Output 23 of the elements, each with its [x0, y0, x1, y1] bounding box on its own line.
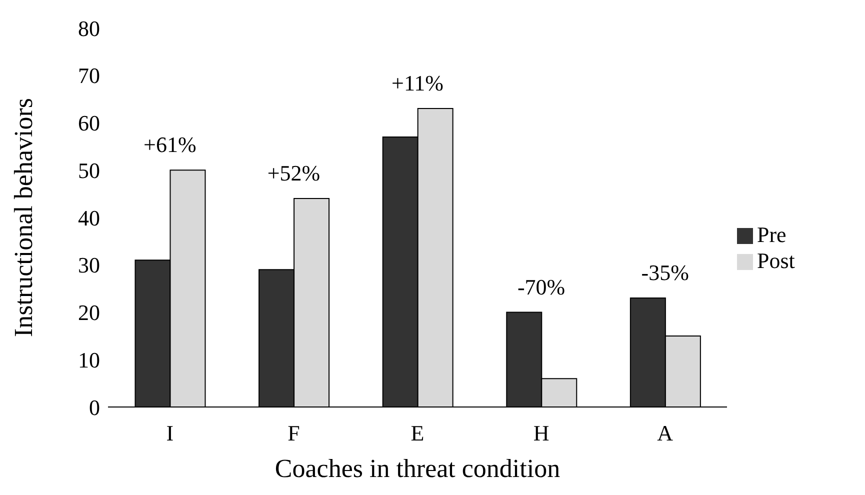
- x-tick-label: E: [410, 420, 424, 446]
- x-tick-label: F: [288, 420, 300, 446]
- y-tick-label: 40: [78, 205, 100, 230]
- y-tick-label: 70: [78, 63, 100, 88]
- x-tick-label: A: [657, 420, 674, 446]
- x-tick-label: I: [166, 420, 174, 446]
- y-tick-label: 50: [78, 158, 100, 183]
- x-tick-label: H: [533, 420, 550, 446]
- annotation: +52%: [267, 160, 320, 186]
- x-axis-title: Coaches in threat condition: [274, 454, 560, 483]
- y-tick-label: 30: [78, 252, 100, 278]
- y-tick-label: 0: [89, 394, 100, 420]
- y-tick-label: 60: [78, 110, 100, 136]
- legend-label: Post: [757, 248, 795, 272]
- y-tick-label: 10: [78, 347, 100, 372]
- legend-label: Pre: [757, 222, 786, 246]
- annotation: +11%: [392, 70, 444, 96]
- y-tick-label: 20: [78, 300, 100, 326]
- y-tick-label: 80: [78, 16, 100, 41]
- annotation: -35%: [641, 260, 689, 286]
- y-axis-title: Instructional behaviors: [9, 98, 38, 337]
- annotation: +61%: [144, 132, 196, 158]
- annotation: -70%: [517, 274, 566, 300]
